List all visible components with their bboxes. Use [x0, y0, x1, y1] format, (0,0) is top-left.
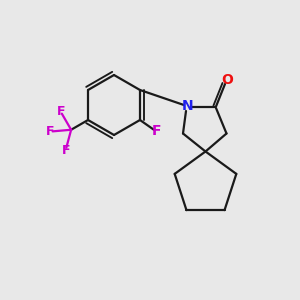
- Text: F: F: [152, 124, 162, 138]
- Text: N: N: [182, 100, 193, 113]
- Text: O: O: [221, 73, 233, 87]
- Text: F: F: [46, 125, 55, 138]
- Text: F: F: [61, 143, 70, 157]
- Text: F: F: [56, 105, 65, 118]
